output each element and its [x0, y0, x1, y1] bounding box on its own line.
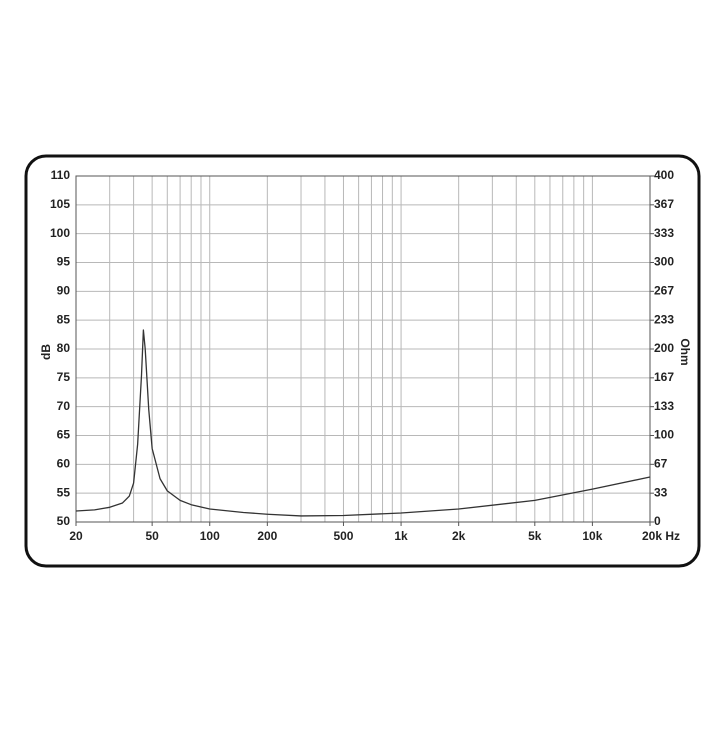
x-tick-label: 200	[257, 529, 277, 543]
y2-tick-label: 0	[654, 514, 661, 528]
y2-tick-label: 400	[654, 168, 674, 182]
y-tick-label: 90	[57, 284, 71, 298]
y-tick-label: 95	[57, 255, 71, 269]
y2-tick-label: 300	[654, 255, 674, 269]
y2-tick-label: 133	[654, 399, 674, 413]
y-tick-label: 100	[50, 226, 70, 240]
x-tick-label: 1k	[394, 529, 408, 543]
y-tick-label: 60	[57, 457, 71, 471]
y-tick-label: 80	[57, 341, 71, 355]
y-tick-label: 110	[51, 168, 71, 182]
y2-tick-label: 67	[654, 457, 668, 471]
x-tick-label: 10k	[582, 529, 602, 543]
x-tick-label: 20	[69, 529, 83, 543]
x-tick-label: 100	[200, 529, 220, 543]
y-axis-label: dB	[39, 344, 53, 360]
y2-tick-label: 200	[654, 341, 674, 355]
y2-tick-label: 267	[654, 284, 674, 298]
y-tick-label: 75	[57, 370, 71, 384]
y-tick-label: 70	[57, 399, 71, 413]
y-tick-label: 65	[57, 428, 71, 442]
y2-tick-label: 33	[654, 485, 668, 499]
y2-tick-label: 233	[654, 312, 674, 326]
y2-tick-label: 367	[654, 197, 674, 211]
y-tick-label: 55	[57, 485, 71, 499]
y2-tick-label: 333	[654, 226, 674, 240]
x-tick-label: 2k	[452, 529, 466, 543]
y2-tick-label: 100	[654, 428, 674, 442]
y-tick-label: 50	[57, 514, 71, 528]
y-tick-label: 105	[50, 197, 70, 211]
impedance-curve	[75, 329, 651, 517]
y2-tick-label: 167	[654, 370, 674, 384]
x-tick-label: 5k	[528, 529, 542, 543]
x-tick-label: 20k Hz	[642, 529, 680, 543]
x-tick-label: 500	[333, 529, 353, 543]
y2-axis-label: Ohm	[678, 338, 692, 365]
x-tick-label: 50	[145, 529, 159, 543]
y-tick-label: 85	[57, 312, 71, 326]
